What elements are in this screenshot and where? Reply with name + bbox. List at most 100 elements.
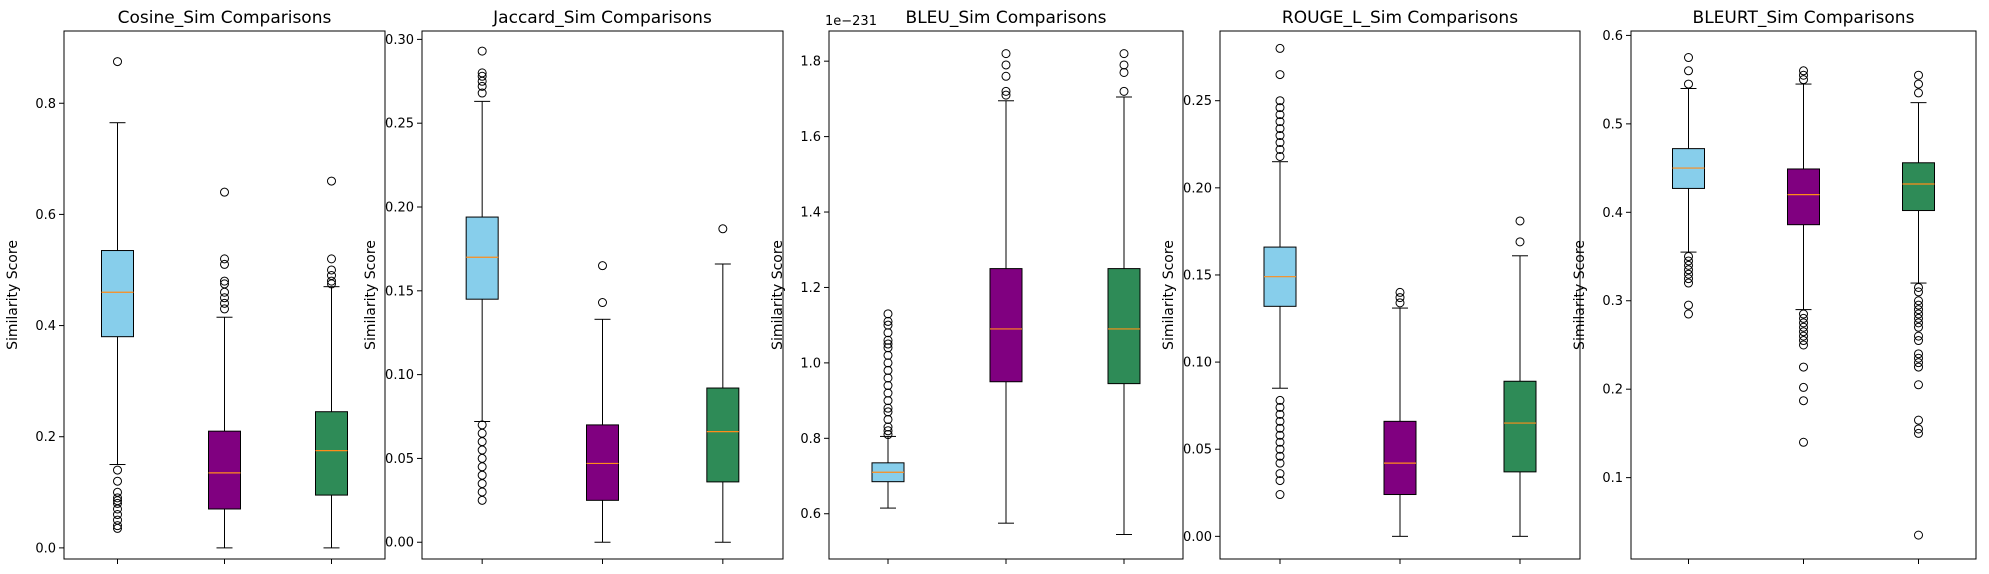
box-series-2 <box>989 49 1023 524</box>
outlier-point <box>327 176 336 186</box>
y-tick-label: 0.05 <box>1183 443 1212 458</box>
outlier-point <box>1119 60 1129 70</box>
y-tick-label: 0.0 <box>35 541 56 556</box>
y-tick-label: 0.8 <box>35 97 56 112</box>
y-tick-label: 0.25 <box>385 117 414 132</box>
box-body <box>1383 420 1417 496</box>
outlier-point <box>883 320 893 330</box>
outlier-point <box>113 515 122 525</box>
outlier-point <box>1914 282 1923 292</box>
outlier-point <box>220 287 229 297</box>
y-tick-label: 0.10 <box>1183 356 1212 371</box>
box-body <box>1107 268 1141 385</box>
outlier-point <box>1395 293 1405 303</box>
outlier-point <box>1799 362 1808 372</box>
y-tick-label: 0.30 <box>385 33 414 48</box>
outlier-point <box>1799 327 1808 337</box>
y-axis-label: Similarity Score <box>5 240 21 350</box>
outlier-point <box>1914 331 1923 341</box>
outlier-point <box>1119 86 1129 96</box>
outlier-point <box>1275 423 1285 433</box>
outlier-point <box>1914 287 1923 297</box>
outlier-point <box>1275 138 1285 148</box>
outlier-point <box>1914 318 1923 328</box>
y-tick-label: 0.4 <box>1602 206 1623 221</box>
y-tick-label: 0.20 <box>1183 181 1212 196</box>
outlier-point <box>477 495 487 505</box>
box-series-1 <box>1672 53 1705 319</box>
box-series-2 <box>1787 66 1820 447</box>
y-axis-label: Similarity Score <box>1161 240 1177 350</box>
outlier-point <box>1275 437 1285 447</box>
box-series-3 <box>706 224 740 543</box>
chart-title: Jaccard_Sim Comparisons <box>492 8 712 28</box>
outlier-point <box>477 420 487 430</box>
outlier-point <box>477 428 487 438</box>
y-tick-label: 0.8 <box>800 432 821 447</box>
outlier-point <box>1275 131 1285 141</box>
outlier-point <box>1684 274 1693 284</box>
outlier-point <box>1914 353 1923 363</box>
chart-title: Cosine_Sim Comparisons <box>118 8 332 28</box>
outlier-point <box>883 388 893 398</box>
outlier-point <box>883 339 893 349</box>
outlier-point <box>1275 416 1285 426</box>
outlier-point <box>477 88 487 98</box>
chart-panel-3: BLEU_Sim Comparisons 1e−231 0.6 0.8 1.0 1.2 1.… <box>770 8 1184 564</box>
outlier-point <box>1684 278 1693 288</box>
outlier-point <box>1799 318 1808 328</box>
outlier-point <box>1914 79 1923 89</box>
outlier-point <box>1395 287 1405 297</box>
outlier-point <box>477 453 487 463</box>
outlier-point <box>1799 66 1808 76</box>
outlier-point <box>883 328 893 338</box>
outlier-point <box>1275 117 1285 127</box>
chart-panel-1: Cosine_Sim Comparisons 0.0 0.2 0.4 0.6 0.8 Sim… <box>5 8 386 564</box>
outlier-point <box>477 71 487 81</box>
y-tick-label: 0.1 <box>1602 471 1623 486</box>
outlier-point <box>477 462 487 472</box>
outlier-point <box>1799 75 1808 85</box>
outlier-point <box>1799 382 1808 392</box>
outlier-point <box>1515 216 1525 226</box>
outlier-point <box>1914 309 1923 319</box>
outlier-point <box>1914 362 1923 372</box>
outlier-point <box>1799 322 1808 332</box>
outlier-point <box>1684 269 1693 279</box>
y-tick-label: 0.25 <box>1183 94 1212 109</box>
outlier-point <box>477 46 487 56</box>
outlier-point <box>1515 237 1525 247</box>
y-tick-label: 0.00 <box>1183 530 1212 545</box>
outlier-point <box>1684 309 1693 319</box>
chart-title: ROUGE_L_Sim Comparisons <box>1282 8 1518 28</box>
outlier-point <box>598 261 607 271</box>
outlier-point <box>1395 298 1405 308</box>
outlier-point <box>1914 415 1923 425</box>
outlier-point <box>1275 451 1285 461</box>
outlier-point <box>1914 349 1923 359</box>
outlier-point <box>1914 380 1923 390</box>
outlier-point <box>1799 331 1808 341</box>
box-series-1 <box>1263 43 1297 500</box>
outlier-point <box>1275 458 1285 468</box>
outlier-point <box>883 373 893 383</box>
box-body <box>465 216 499 300</box>
outlier-point <box>327 271 336 281</box>
outlier-point <box>883 426 893 436</box>
outlier-point <box>883 365 893 375</box>
outlier-point <box>477 437 487 447</box>
outlier-point <box>327 254 336 264</box>
outlier-point <box>477 81 487 91</box>
y-tick-label: 0.2 <box>1602 383 1623 398</box>
box-body <box>1902 162 1935 212</box>
outlier-point <box>1684 265 1693 275</box>
outlier-point <box>1914 358 1923 368</box>
outlier-point <box>1914 313 1923 323</box>
outlier-point <box>1799 313 1808 323</box>
y-tick-label: 1.8 <box>800 55 821 70</box>
outlier-point <box>477 68 487 78</box>
chart-title: BLEURT_Sim Comparisons <box>1693 8 1915 28</box>
outlier-point <box>883 381 893 391</box>
y-tick-label: 0.00 <box>385 536 414 551</box>
